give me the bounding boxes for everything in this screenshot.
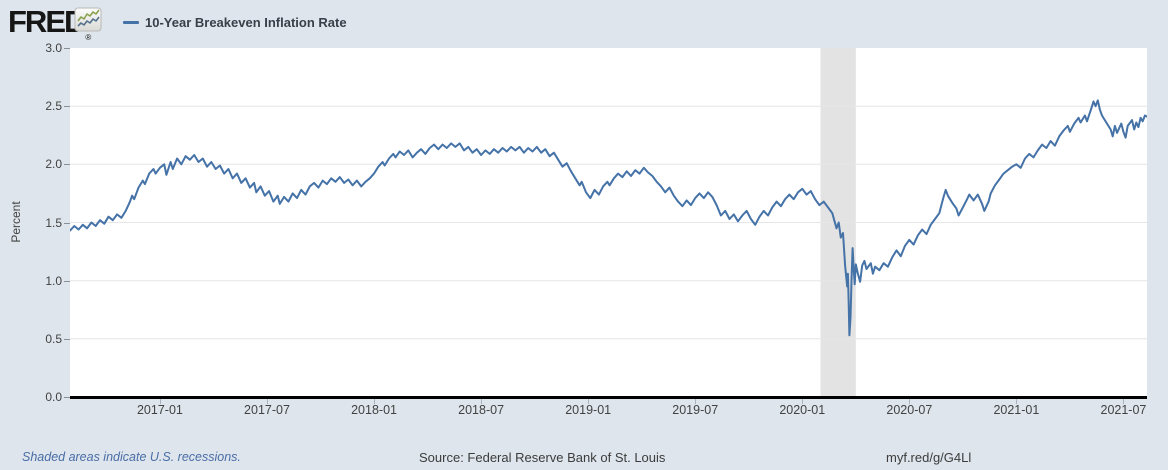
fred-sparkline-icon	[74, 7, 102, 32]
x-tick-label: 2017-07	[244, 403, 290, 417]
y-tick-label: 0.5	[45, 331, 62, 346]
x-tick-label: 2020-07	[886, 403, 933, 417]
y-tick-mark	[64, 164, 70, 166]
x-tick-mark	[374, 399, 376, 404]
y-tick-mark	[64, 397, 70, 398]
x-axis-line	[70, 396, 1147, 399]
data-line	[70, 99, 1147, 337]
fred-wordmark: FRED	[8, 4, 86, 39]
fred-logo[interactable]: FRED®	[8, 4, 92, 42]
x-tick-label: 2018-07	[458, 403, 505, 417]
chart-canvas	[70, 48, 1147, 397]
chart-plot-area	[70, 48, 1147, 397]
legend-series-label: 10-Year Breakeven Inflation Rate	[145, 14, 347, 30]
registered-trademark-icon: ®	[85, 33, 92, 42]
y-tick-label: 3.0	[45, 41, 62, 55]
y-tick-mark	[64, 338, 70, 340]
y-tick-label: 2.0	[45, 157, 62, 172]
x-tick-mark	[481, 399, 483, 404]
x-tick-label: 2021-07	[1100, 403, 1147, 417]
y-tick-mark	[64, 280, 70, 282]
x-tick-mark	[802, 399, 804, 404]
recession-note-link[interactable]: Shaded areas indicate U.S. recessions.	[22, 450, 241, 464]
y-tick-label: 1.0	[45, 273, 62, 288]
legend-line-swatch	[123, 20, 139, 24]
x-tick-label: 2020-01	[779, 403, 826, 417]
x-tick-mark	[1123, 399, 1125, 404]
y-tick-label: 0.0	[45, 390, 62, 404]
y-tick-label: 1.5	[45, 215, 62, 230]
x-tick-mark	[695, 399, 697, 404]
y-tick-mark	[64, 222, 70, 224]
x-tick-mark	[588, 399, 590, 404]
source-text: Source: Federal Reserve Bank of St. Loui…	[419, 450, 666, 465]
x-tick-label: 2021-01	[993, 403, 1040, 417]
chart-legend: 10-Year Breakeven Inflation Rate	[123, 12, 347, 32]
x-tick-label: 2019-01	[565, 403, 612, 417]
y-tick-label: 2.5	[45, 99, 62, 114]
y-axis-title: Percent	[9, 201, 23, 243]
x-tick-mark	[159, 399, 161, 404]
x-tick-mark	[909, 399, 911, 404]
x-tick-label: 2019-07	[672, 403, 719, 417]
x-tick-mark	[1016, 399, 1018, 404]
x-tick-label: 2018-01	[351, 403, 397, 417]
x-tick-label: 2017-01	[136, 403, 183, 417]
y-tick-mark	[64, 48, 70, 49]
fred-shortlink[interactable]: myf.red/g/G4Ll	[886, 450, 972, 465]
y-tick-mark	[64, 106, 70, 108]
x-tick-mark	[266, 399, 268, 404]
